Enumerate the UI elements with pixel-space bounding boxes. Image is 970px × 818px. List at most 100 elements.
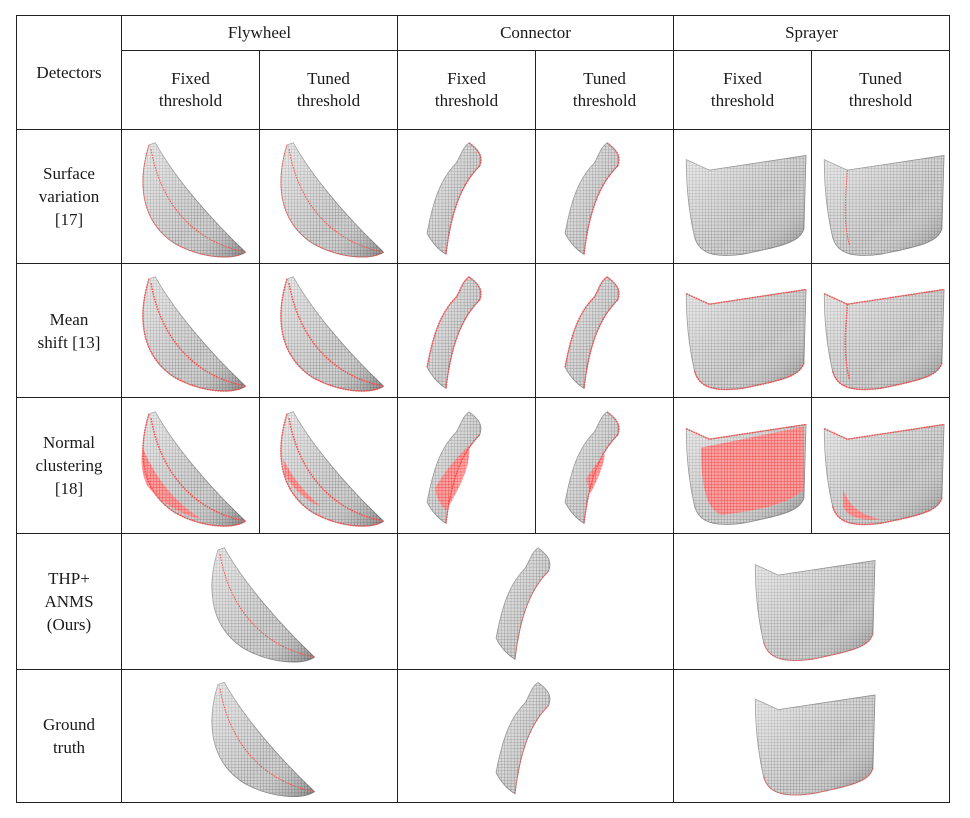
sprayer-render: [823, 423, 944, 525]
flywheel-render: [142, 141, 246, 257]
result-cell: [673, 263, 812, 398]
sprayer-shading: [685, 155, 806, 256]
detected-edge-rim: [142, 144, 246, 257]
result-cell: [121, 397, 260, 534]
detected-edge-inner: [149, 282, 246, 387]
flywheel-shading: [142, 276, 246, 391]
sprayer-shading: [823, 424, 944, 525]
threshold-label: Fixed threshold: [434, 69, 499, 110]
row-label-mean-shift: Mean shift [13]: [16, 263, 122, 398]
detected-edge-top: [606, 141, 620, 166]
detected-edge-inner: [831, 497, 943, 525]
connector-render: [495, 546, 550, 660]
threshold-header-sprayer-tuned: Tuned threshold: [811, 50, 950, 130]
result-cell: [673, 129, 812, 264]
result-cell: [121, 263, 260, 398]
detectors-header-text: Detectors: [36, 62, 102, 82]
sprayer-render: [685, 288, 806, 390]
connector-render: [495, 681, 550, 794]
connector-shading: [426, 276, 481, 388]
detected-edge-rim: [425, 275, 470, 367]
detected-edge-inner: [149, 417, 246, 522]
result-cell: [535, 263, 674, 398]
detected-edge-top: [468, 141, 482, 166]
detected-edge-inner: [514, 704, 549, 794]
flywheel-render: [279, 275, 384, 392]
threshold-header-sprayer-fixed: Fixed threshold: [673, 50, 812, 130]
detected-edge-rim: [823, 288, 944, 305]
sprayer-shading: [823, 155, 944, 256]
flywheel-shading: [142, 142, 246, 257]
result-cell: [811, 263, 950, 398]
result-cell-merged: [673, 669, 950, 803]
result-cell-merged: [673, 533, 950, 670]
connector-render: [426, 141, 482, 255]
result-cell-merged: [121, 669, 398, 803]
sprayer-render: [685, 423, 806, 525]
detected-edge-inner: [288, 148, 384, 253]
detected-edge-inner: [762, 633, 873, 661]
row-label-surface-variation: Surface variation [17]: [16, 129, 122, 264]
result-cell: [397, 397, 536, 534]
threshold-label: Tuned threshold: [572, 69, 637, 110]
row-label-ground-truth: Ground truth: [16, 669, 122, 803]
result-cell: [121, 129, 260, 264]
flywheel-render: [140, 410, 246, 527]
detected-edge-inner: [444, 434, 480, 523]
detected-edge-rim: [279, 413, 384, 527]
detected-edge-inner: [219, 688, 315, 792]
sprayer-shading: [754, 560, 875, 661]
detected-edge-inner: [287, 417, 384, 522]
threshold-label: Fixed threshold: [710, 69, 775, 110]
flywheel-render: [211, 681, 315, 797]
detected-edge-inner: [582, 299, 618, 388]
detected-edge-inner: [287, 282, 384, 387]
result-cell: [535, 129, 674, 264]
connector-shading: [495, 681, 550, 794]
detected-edge-inner: [514, 570, 549, 659]
threshold-header-connector-fixed: Fixed threshold: [397, 50, 536, 130]
result-cell-merged: [397, 669, 674, 803]
false-edge-region: [140, 447, 201, 519]
flywheel-shading: [280, 276, 384, 391]
detected-edge-rim: [685, 288, 806, 305]
row-label-text: Ground truth: [43, 715, 95, 757]
connector-render: [426, 410, 481, 524]
detected-edge-inner: [444, 299, 480, 388]
detected-edge-inner: [762, 767, 873, 795]
connector-shading: [426, 142, 481, 254]
flywheel-render: [141, 275, 246, 392]
object-header-sprayer: Sprayer: [673, 15, 950, 51]
result-cell: [811, 397, 950, 534]
flywheel-render: [279, 410, 384, 527]
sprayer-render: [823, 154, 944, 256]
connector-shading: [564, 276, 619, 388]
sprayer-render: [754, 694, 875, 795]
detected-edge-inner: [444, 165, 480, 254]
result-cell: [259, 397, 398, 534]
detected-edge-inner: [693, 362, 805, 390]
row-label-normal-clustering: Normal clustering [18]: [16, 397, 122, 534]
row-label-text: Normal clustering [18]: [35, 433, 103, 498]
false-edge-region: [700, 426, 804, 515]
object-header-connector: Connector: [397, 15, 674, 51]
row-label-ours: THP+ ANMS (Ours): [16, 533, 122, 670]
detected-edge-rim: [279, 278, 384, 392]
detected-edge-inner: [582, 165, 618, 254]
connector-shading: [564, 411, 619, 523]
flywheel-shading: [280, 142, 384, 257]
row-label-text: Mean shift [13]: [37, 309, 101, 352]
detected-edge-rim: [280, 144, 384, 257]
detected-edge-inner: [150, 148, 246, 253]
flywheel-shading: [280, 411, 384, 526]
result-cell-merged: [397, 533, 674, 670]
detected-edge-inner: [582, 434, 618, 523]
detected-edge-inner: [219, 553, 315, 658]
detected-edge-rim: [685, 423, 806, 440]
detectors-header: Detectors: [16, 15, 122, 130]
sprayer-shading: [685, 289, 806, 390]
connector-shading: [564, 142, 619, 254]
false-edge-region: [282, 457, 321, 506]
detected-edge-rim: [823, 423, 944, 440]
flywheel-render: [280, 141, 384, 257]
